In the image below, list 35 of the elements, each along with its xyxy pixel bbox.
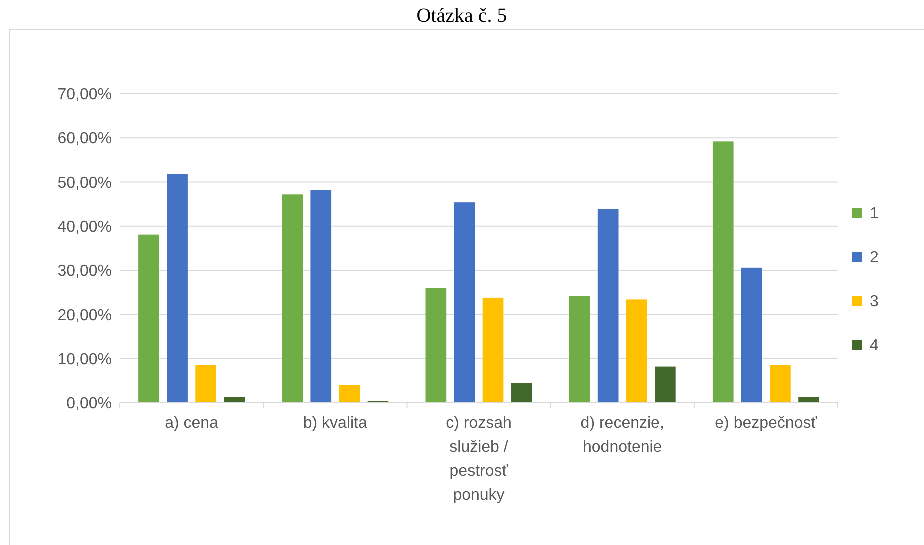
bar [626, 300, 648, 403]
bar [482, 298, 504, 403]
bar [712, 142, 734, 403]
bar [655, 366, 676, 403]
y-tick-label: 70,00% [58, 86, 112, 104]
bar [339, 385, 360, 403]
bar [138, 234, 160, 403]
chart-title: Otázka č. 5 [416, 5, 508, 27]
bar [742, 268, 762, 403]
bar [310, 190, 332, 403]
legend-label: 4 [870, 338, 879, 355]
x-tick-label: e) bezpečnosť [715, 415, 818, 432]
bar [454, 202, 476, 403]
bar [569, 296, 590, 403]
bar [196, 365, 216, 403]
legend-label: 2 [870, 250, 879, 267]
x-tick-label: a) cena [165, 415, 219, 432]
x-tick-label: b) kvalita [303, 415, 368, 432]
bar [282, 194, 303, 403]
y-tick-label: 10,00% [58, 351, 112, 368]
y-tick-label: 40,00% [58, 219, 112, 236]
bar [770, 365, 791, 403]
bar [167, 174, 188, 403]
bar [511, 383, 532, 403]
y-tick-label: 20,00% [58, 307, 112, 324]
bar [598, 209, 619, 403]
x-tick-label: c) rozsah služieb / pestrosť ponuky [446, 415, 512, 504]
y-tick-label: 0,00% [66, 396, 112, 413]
y-tick-label: 60,00% [58, 130, 112, 148]
x-tick-label: d) recenzie, hodnotenie [580, 415, 664, 456]
bar [426, 288, 447, 403]
legend-label: 3 [870, 294, 879, 311]
legend-label: 1 [870, 206, 879, 223]
y-tick-label: 50,00% [58, 174, 112, 192]
y-tick-label: 30,00% [58, 263, 112, 280]
